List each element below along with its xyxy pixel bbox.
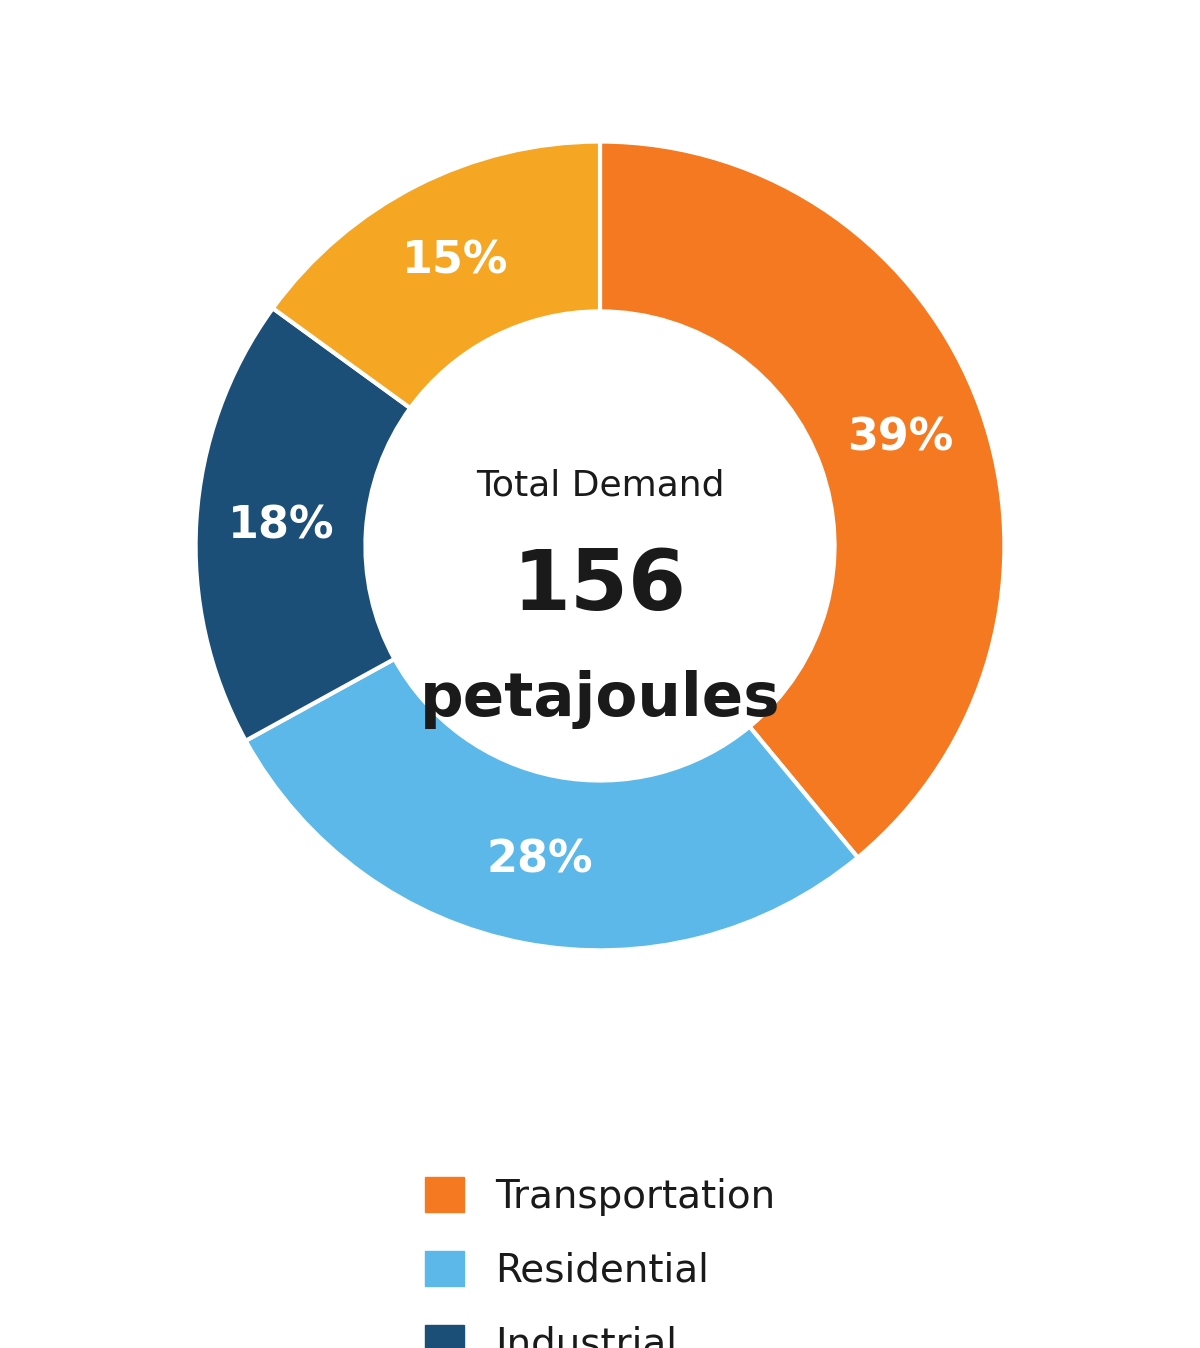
Text: 28%: 28% [487, 838, 593, 882]
Legend: Transportation, Residential, Industrial, Commercial: Transportation, Residential, Industrial,… [406, 1158, 794, 1348]
Wedge shape [196, 309, 410, 741]
Wedge shape [600, 142, 1004, 857]
Wedge shape [246, 659, 858, 950]
Text: 18%: 18% [228, 504, 335, 547]
Wedge shape [272, 142, 600, 408]
Text: 156: 156 [514, 546, 688, 627]
Text: Total Demand: Total Demand [475, 468, 725, 503]
Text: petajoules: petajoules [420, 670, 780, 729]
Text: 39%: 39% [847, 417, 954, 460]
Text: 15%: 15% [402, 240, 508, 283]
